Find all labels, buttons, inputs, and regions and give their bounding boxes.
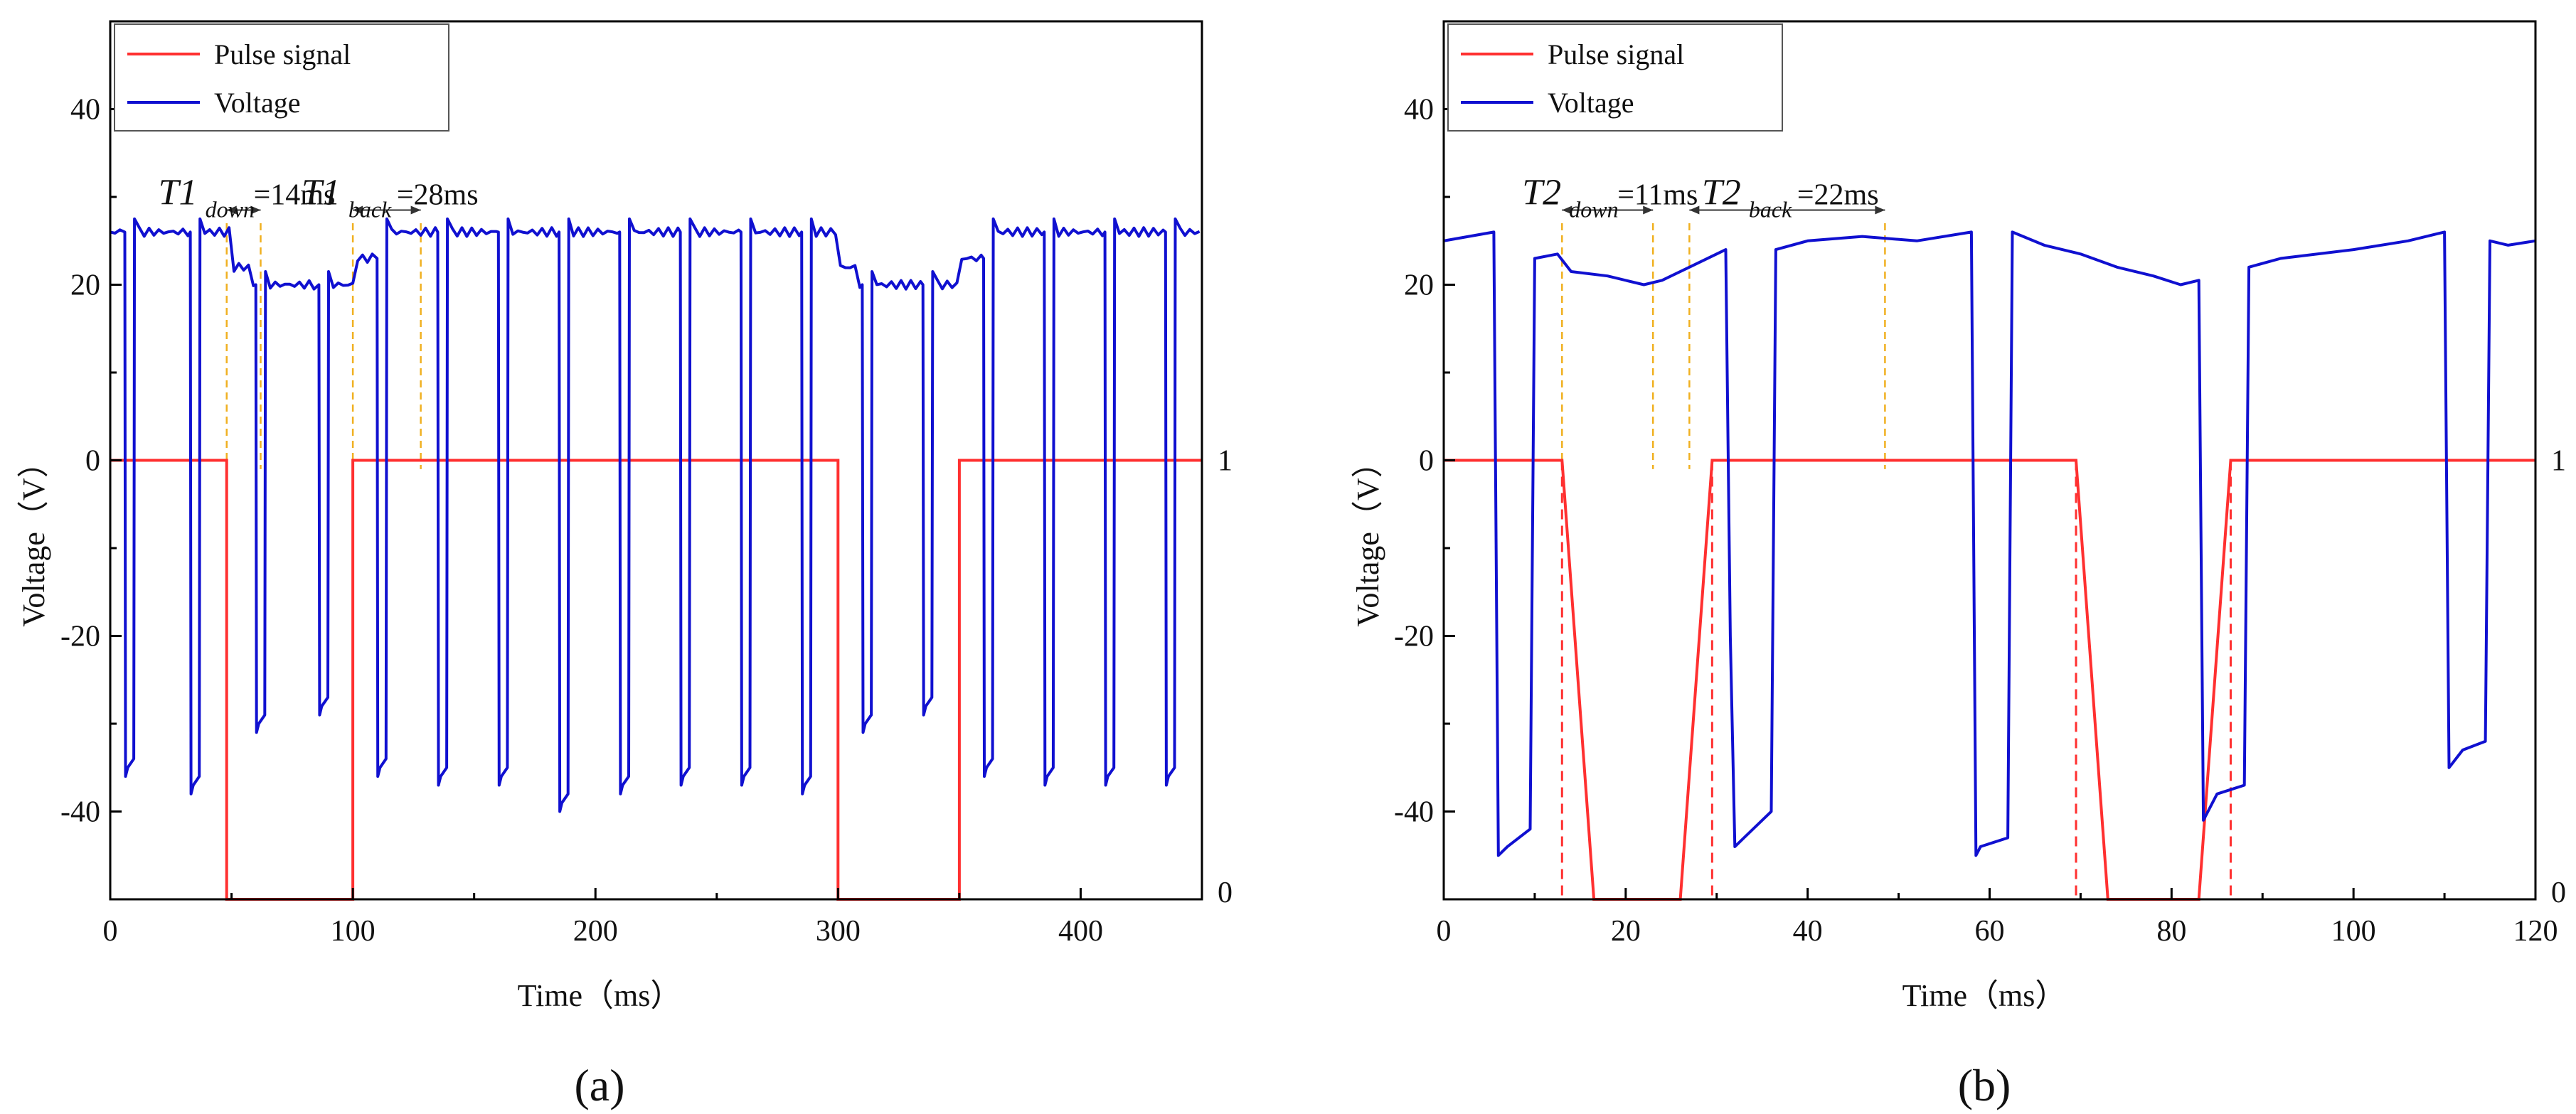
right-axis-label-0: 0 — [1218, 877, 1233, 909]
x-tick-label: 300 — [816, 915, 861, 948]
t-down-arrowhead-left — [1562, 205, 1572, 215]
x-axis-title-a: Time（ms） — [518, 978, 682, 1013]
axes-a: 0 100 200 300 400 -40 -20 0 20 40 1 0 — [60, 20, 1233, 948]
right-axis-label-1: 1 — [2551, 445, 2566, 478]
t-back-arrowhead-left — [353, 205, 363, 215]
x-tick-label: 120 — [2513, 915, 2558, 948]
x-axis-title-b: Time（ms） — [1902, 978, 2067, 1013]
t-down-annotation-label: T1 — [159, 173, 198, 213]
plot-area-b — [1443, 223, 2536, 901]
t-down-arrowhead-right — [250, 205, 261, 215]
legend-b: Pulse signal Voltage — [1447, 23, 1783, 132]
y-tick-label: -20 — [60, 621, 100, 653]
t-back-annotation-subscript: back — [1749, 197, 1792, 223]
plot-area-a — [110, 217, 1202, 901]
x-tick-label: 200 — [573, 915, 618, 948]
y-tick-label: -40 — [1394, 796, 1434, 829]
y-tick-label: 0 — [85, 445, 100, 478]
y-tick-label: 40 — [70, 94, 100, 127]
legend-a: Pulse signal Voltage — [114, 23, 449, 132]
y-axis-title-b: Voltage（V） — [1351, 446, 1385, 626]
t-down-annotation-label: T2 — [1522, 173, 1561, 213]
x-tick-label: 80 — [2156, 915, 2186, 948]
t-down-annotation-value: =11ms — [1617, 179, 1698, 212]
legend-voltage-label: Voltage — [214, 87, 300, 119]
pulse-signal-line — [110, 459, 1202, 901]
chart-panel-b: 0 20 40 60 80 100 120 -40 -20 0 20 40 1 0 T2 down=11ms… — [1351, 20, 2566, 1110]
x-tick-label: 40 — [1793, 915, 1823, 948]
x-tick-label: 0 — [1437, 915, 1452, 948]
voltage-line — [110, 217, 1201, 813]
t-down-annotation-subscript: down — [1569, 197, 1618, 223]
axes-b: 0 20 40 60 80 100 120 -40 -20 0 20 40 1 0 — [1394, 20, 2566, 948]
annotations-b: T2 down=11ms T2 back =22ms — [1522, 173, 1885, 223]
y-axis-title-a: Voltage（V） — [16, 446, 51, 626]
right-axis-label-0: 0 — [2551, 877, 2566, 909]
x-tick-label: 0 — [103, 915, 118, 948]
t-back-arrowhead-left — [1689, 205, 1700, 215]
panel-label-b: (b) — [1958, 1060, 2011, 1110]
t-down-annotation-subscript: down — [206, 197, 255, 223]
y-tick-label: -40 — [60, 796, 100, 829]
x-tick-label: 100 — [2331, 915, 2376, 948]
y-tick-label: -20 — [1394, 621, 1434, 653]
t-back-annotation-label: T1 — [302, 173, 341, 213]
t-back-annotation-label: T2 — [1702, 173, 1741, 213]
right-axis-label-1: 1 — [1218, 445, 1233, 478]
legend-voltage-label: Voltage — [1548, 87, 1634, 119]
t-down-arrowhead-left — [226, 205, 237, 215]
y-tick-label: 40 — [1404, 94, 1434, 127]
y-tick-label: 0 — [1419, 445, 1434, 478]
panel-label-a: (a) — [574, 1060, 624, 1110]
legend-pulse-label: Pulse signal — [1548, 38, 1684, 70]
x-tick-label: 400 — [1058, 915, 1103, 948]
t-down-annotation-value: =14ms — [254, 179, 336, 212]
t-back-annotation-subscript: back — [348, 197, 392, 223]
legend-box — [1447, 23, 1783, 132]
x-tick-label: 60 — [1975, 915, 2005, 948]
y-tick-label: 20 — [70, 269, 100, 302]
x-tick-label: 20 — [1611, 915, 1641, 948]
x-tick-label: 100 — [331, 915, 376, 948]
legend-pulse-label: Pulse signal — [214, 38, 351, 70]
legend-box — [114, 23, 449, 132]
t-back-annotation-value: =22ms — [1797, 179, 1879, 212]
pulse-signal-line — [1444, 459, 2535, 901]
t-back-annotation-value: =28ms — [397, 179, 479, 212]
voltage-line — [1443, 230, 2536, 857]
t-back-arrowhead-right — [1875, 205, 1885, 215]
t-down-arrowhead-right — [1643, 205, 1654, 215]
y-tick-label: 20 — [1404, 269, 1434, 302]
t-back-arrowhead-right — [410, 205, 421, 215]
